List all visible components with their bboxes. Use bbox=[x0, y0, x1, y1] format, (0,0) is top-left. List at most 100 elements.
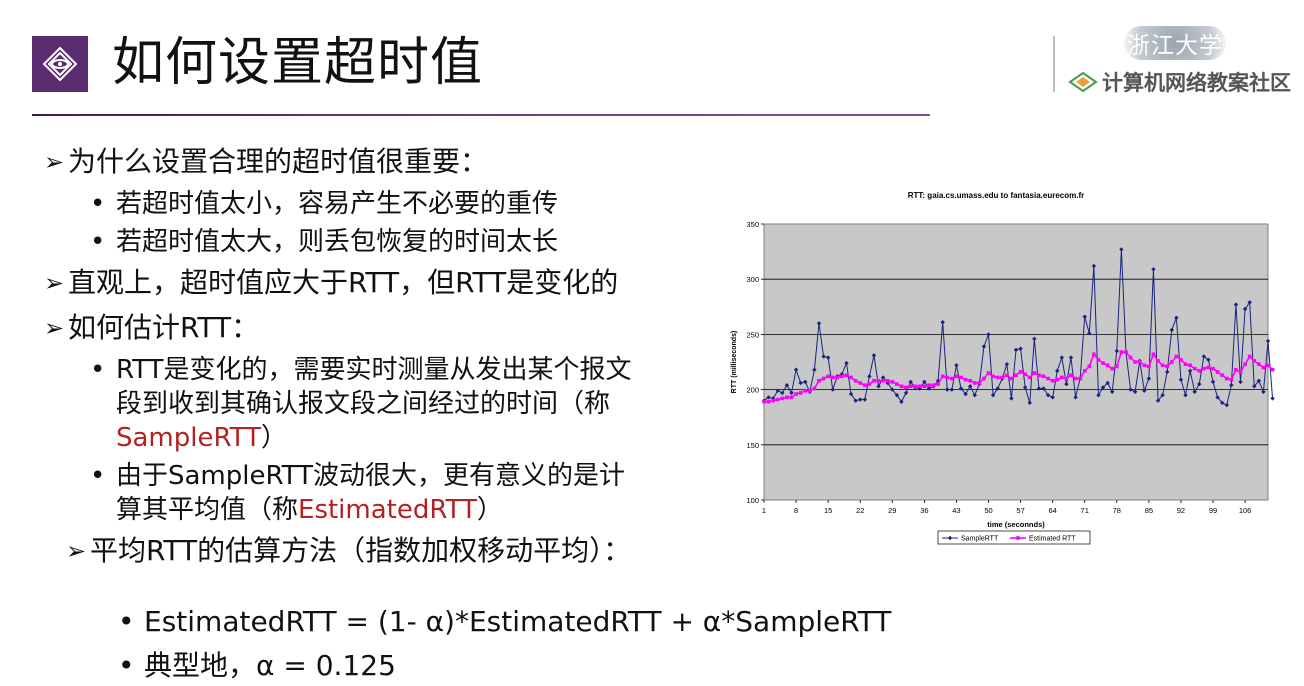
legend-estimated-marker bbox=[1016, 536, 1020, 540]
sample-rtt-point bbox=[963, 391, 968, 397]
sample-rtt-point bbox=[1045, 392, 1051, 398]
sample-rtt-point bbox=[890, 387, 895, 392]
estimated-rtt-point bbox=[927, 383, 931, 387]
arrow-bullet-icon: ➢ bbox=[44, 148, 65, 176]
x-axis-label: time (seconnds) bbox=[987, 520, 1045, 529]
estimated-rtt-point bbox=[1147, 364, 1151, 369]
estimated-rtt-point bbox=[1133, 360, 1137, 364]
sample-rtt-point bbox=[1160, 392, 1165, 398]
estimated-rtt-point bbox=[830, 375, 835, 380]
dot-bullet-icon: • bbox=[90, 355, 106, 385]
rtt-chart: RTT: gaia.cs.umass.edu to fantasia.eurec… bbox=[706, 186, 1286, 556]
x-tick-label: 78 bbox=[1113, 506, 1121, 515]
x-tick-label: 64 bbox=[1048, 506, 1056, 515]
estimated-rtt-point bbox=[885, 378, 890, 383]
sample-rtt-point bbox=[784, 382, 790, 388]
estimated-rtt-point bbox=[840, 374, 844, 379]
sample-rtt-point bbox=[954, 363, 959, 368]
ewma-formula: EstimatedRTT = (1- α)*EstimatedRTT + α*S… bbox=[144, 605, 892, 638]
estimated-rtt-point bbox=[1252, 359, 1257, 363]
sample-rtt-point bbox=[1265, 338, 1271, 344]
arrow-bullet-icon: ➢ bbox=[44, 314, 65, 342]
sample-rtt-point bbox=[770, 396, 776, 401]
estimated-rtt-point bbox=[775, 397, 780, 402]
estimated-rtt-point bbox=[762, 399, 766, 404]
estimated-rtt-point bbox=[766, 399, 771, 404]
estimated-rtt-point bbox=[835, 375, 840, 380]
estimated-rtt-point bbox=[826, 374, 830, 379]
university-logo: 浙江大学 bbox=[1120, 26, 1230, 60]
estimated-rtt-point bbox=[1078, 376, 1082, 381]
estimated-rtt-point bbox=[798, 391, 803, 395]
estimated-rtt-point bbox=[1165, 364, 1169, 369]
estimated-rtt-point bbox=[1023, 372, 1027, 376]
sample-rtt-point bbox=[1032, 336, 1037, 342]
estimated-rtt-point bbox=[1073, 376, 1078, 381]
estimated-rtt-point bbox=[1156, 359, 1160, 363]
estimated-rtt-point bbox=[940, 374, 945, 379]
plot-area bbox=[763, 223, 1269, 501]
estimated-rtt-point bbox=[803, 388, 808, 393]
estimated-rtt-point bbox=[982, 376, 986, 381]
estimated-rtt-term: EstimatedRTT bbox=[298, 495, 477, 525]
y-tick-label: 100 bbox=[746, 496, 759, 505]
estimated-rtt-point bbox=[1183, 362, 1188, 367]
diamond-eye-icon bbox=[42, 46, 78, 82]
sample-rtt-point bbox=[1197, 381, 1202, 387]
x-tick-label: 8 bbox=[794, 506, 798, 515]
estimated-rtt-point bbox=[917, 384, 922, 389]
bullet-ewma: ➢ 平均RTT的估算方法（指数加权移动平均）： bbox=[66, 531, 704, 571]
estimated-rtt-point bbox=[1096, 357, 1101, 362]
sample-rtt-point bbox=[1270, 396, 1275, 401]
typical-alpha: 典型地，α = 0.125 bbox=[144, 649, 396, 682]
sample-rtt-point bbox=[1219, 400, 1225, 406]
estimated-rtt-point bbox=[808, 388, 812, 393]
x-tick-label: 71 bbox=[1081, 506, 1089, 515]
bullet-intuition: ➢ 直观上，超时值应大于RTT，但RTT是变化的 bbox=[44, 263, 704, 303]
x-tick-label: 43 bbox=[952, 506, 960, 515]
estimated-rtt-point bbox=[863, 383, 867, 387]
estimated-rtt-point bbox=[1243, 362, 1247, 367]
estimated-rtt-point bbox=[1179, 357, 1183, 362]
arrow-bullet-icon: ➢ bbox=[44, 269, 65, 297]
sub-bullet-sample: • RTT是变化的，需要实时测量从发出某个报文 段到收到其确认报文段之间经过的时… bbox=[90, 355, 632, 453]
estimated-rtt-point bbox=[1105, 363, 1110, 368]
bullet-estimate: ➢ 如何估计RTT： bbox=[44, 308, 704, 348]
estimated-rtt-point bbox=[1266, 363, 1270, 368]
logo-divider bbox=[1053, 36, 1055, 92]
estimated-rtt-point bbox=[789, 395, 794, 400]
dot-bullet-icon: • bbox=[90, 189, 106, 219]
estimated-rtt-point bbox=[849, 375, 853, 380]
estimated-rtt-point bbox=[1202, 366, 1206, 371]
estimated-rtt-line bbox=[764, 351, 1274, 403]
estimated-rtt-point bbox=[1174, 354, 1179, 359]
estimated-rtt-point bbox=[844, 373, 849, 378]
sample-rtt-point bbox=[1242, 306, 1248, 312]
sample-rtt-point bbox=[1261, 389, 1266, 395]
y-tick-label: 150 bbox=[746, 441, 759, 450]
sample-rtt-point bbox=[1229, 382, 1234, 388]
sample-rtt-point bbox=[1247, 300, 1252, 305]
dot-bullet-icon: • bbox=[118, 649, 135, 682]
estimated-rtt-point bbox=[1224, 376, 1229, 381]
sample-rtt-point bbox=[798, 380, 803, 386]
estimated-rtt-point bbox=[1027, 375, 1032, 380]
y-tick-label: 300 bbox=[746, 275, 759, 284]
title-underline bbox=[32, 114, 930, 116]
estimated-rtt-point bbox=[1238, 370, 1243, 374]
sample-rtt-point bbox=[1233, 302, 1239, 307]
estimated-rtt-point bbox=[1087, 364, 1092, 369]
estimated-rtt-point bbox=[890, 380, 895, 384]
estimated-rtt-point bbox=[867, 382, 872, 386]
legend-sample-label: SampleRTT bbox=[961, 536, 999, 543]
estimated-rtt-point bbox=[821, 376, 826, 381]
x-tick-label: 29 bbox=[888, 506, 896, 515]
estimated-rtt-point bbox=[1018, 370, 1023, 374]
estimated-rtt-point bbox=[1115, 364, 1119, 369]
sample-rtt-point bbox=[1013, 347, 1019, 353]
sample-rtt-point bbox=[1174, 315, 1179, 321]
sample-rtt-point bbox=[1105, 380, 1110, 386]
estimated-rtt-point bbox=[1229, 377, 1234, 382]
estimated-rtt-point bbox=[908, 384, 913, 389]
estimated-rtt-point bbox=[785, 395, 789, 400]
